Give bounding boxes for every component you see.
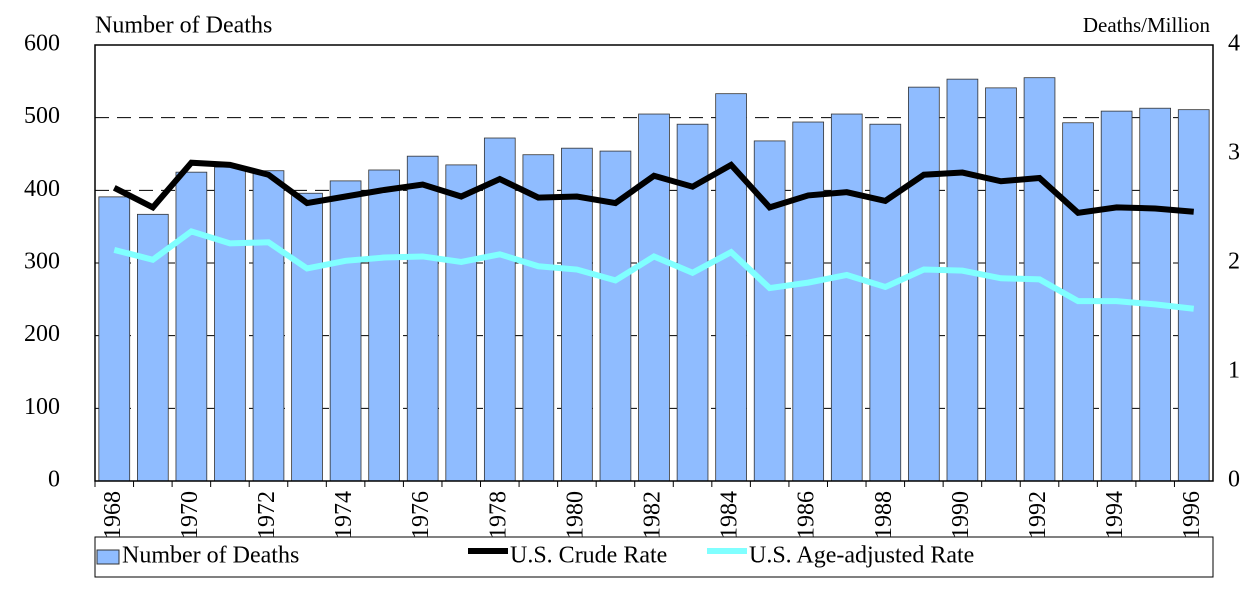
line (112, 159, 1194, 217)
x-tick-label: 1980 (562, 491, 588, 539)
x-tick-label: 1996 (1179, 491, 1205, 539)
x-tick-label: 1988 (871, 491, 897, 539)
y-axis-label: Number of Deaths (95, 13, 272, 39)
x-tick-label: 1970 (177, 491, 203, 539)
y2-tick-label: 3 (1228, 140, 1240, 166)
y-tick-label: 100 (24, 394, 60, 420)
bar (830, 113, 863, 482)
legend-box (94, 536, 1214, 578)
x-tick-label: 1972 (254, 491, 280, 539)
y-tick-label: 200 (24, 321, 60, 347)
bar (1177, 109, 1210, 482)
y2-tick-label: 1 (1228, 358, 1240, 384)
y-tick-label: 400 (24, 176, 60, 202)
y-tick-label: 0 (48, 467, 60, 493)
y2-axis-label: Deaths/Million (1083, 13, 1211, 37)
bar (368, 169, 400, 482)
bar (715, 93, 747, 482)
legend-label: U.S. Age-adjusted Rate (749, 543, 974, 569)
x-tick-label: 1976 (408, 491, 434, 539)
bar (869, 123, 902, 482)
bar (985, 87, 1017, 482)
line (113, 228, 1195, 312)
x-tick-label: 1994 (1102, 491, 1128, 539)
legend-swatch (96, 549, 120, 565)
bar (638, 113, 670, 482)
x-tick-label: 1986 (794, 491, 820, 539)
y-tick-label: 600 (24, 31, 60, 57)
bar (214, 166, 246, 482)
bar (908, 86, 940, 482)
bar (483, 137, 516, 482)
bar (445, 164, 478, 482)
bar (291, 192, 323, 482)
x-tick-label: 1978 (485, 491, 511, 539)
bar (98, 196, 131, 482)
legend-label: Number of Deaths (122, 543, 299, 569)
legend-label: U.S. Crude Rate (510, 543, 667, 569)
plot-frame (94, 44, 1214, 482)
y2-tick-label: 2 (1228, 249, 1240, 275)
bar (792, 121, 825, 482)
bar (329, 180, 362, 482)
y2-tick-label: 4 (1228, 31, 1240, 57)
bar (522, 154, 555, 482)
x-tick-label: 1974 (331, 491, 357, 539)
bar (406, 155, 439, 482)
x-tick-label: 1984 (717, 491, 743, 539)
x-tick-label: 1968 (100, 491, 126, 539)
x-tick-label: 1982 (640, 491, 666, 539)
y2-tick-label: 0 (1228, 467, 1240, 493)
bar (175, 171, 208, 482)
bar (946, 78, 979, 482)
y-tick-label: 300 (24, 249, 60, 275)
bar (1139, 107, 1171, 482)
bar (561, 147, 593, 482)
bar (1100, 110, 1133, 482)
y-tick-label: 500 (24, 103, 60, 129)
bar (252, 170, 285, 482)
x-tick-label: 1990 (948, 491, 974, 539)
x-tick-label: 1992 (1025, 491, 1051, 539)
